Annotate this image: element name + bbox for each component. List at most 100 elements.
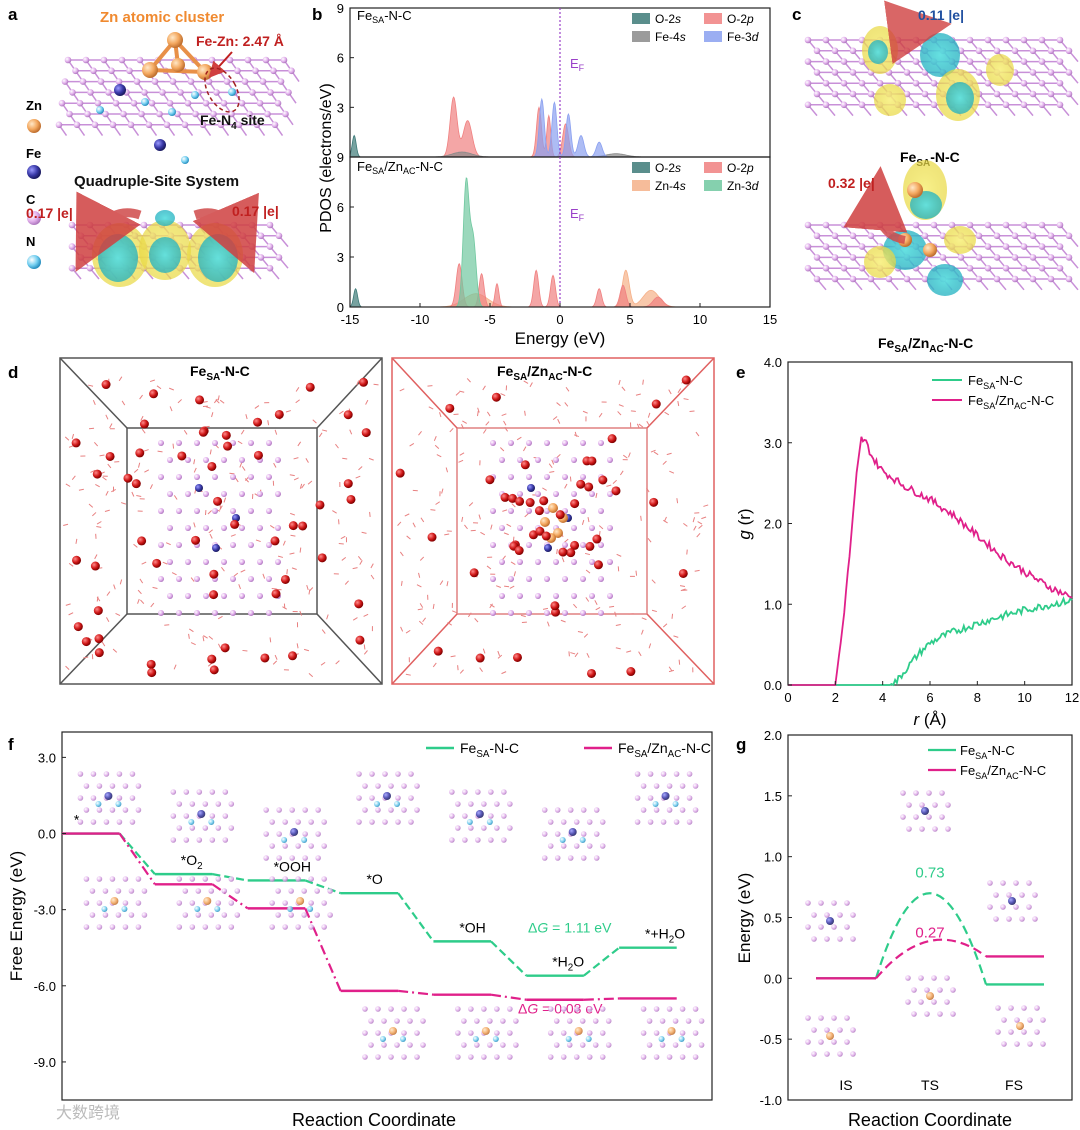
pdos-subplot-0: 3 6 9 O-2s O-2p Fe-4s Fe-3d: [337, 1, 771, 158]
fe-connector-1-4: [490, 993, 527, 1001]
md-box-right: [391, 357, 715, 685]
fermi-label-bottom: EF: [570, 206, 585, 223]
fe-ytick-1: 0.0: [38, 827, 56, 842]
free-energy-chart: 3.0 0.0 -3.0 -6.0 -9.0 * *O2 *OOH *O *OH *H2O *+H2O…: [7, 731, 713, 1130]
fe-step-label-4: *OH: [459, 919, 485, 935]
panel-e-label: e: [736, 363, 745, 382]
panel-b: b 3 6 9 O-2s O-2p Fe-4s Fe-3d 0 3 6 9 O-2s O-2p Zn-4s…: [312, 1, 777, 348]
pdos-legend-swatch-1-0: [632, 162, 650, 173]
panel-e: e 0 2 4 6 8 10 12 0.0 1.0 2.0 3.0 4.0 r (Å) g (r) FeSA…: [735, 355, 1079, 729]
pdos-ytick-1-1: 3: [337, 250, 344, 265]
barrier-structure-0: [805, 900, 856, 942]
barrier-ytick-2: 0.0: [764, 971, 782, 986]
charge-right: 0.17 |e|: [232, 203, 279, 219]
pdos-ytick-0-3: 9: [337, 1, 344, 16]
barrier-legend-label-1: FeSA/ZnAC-N-C: [960, 763, 1046, 781]
title-c-bottom: FeSA/ZnAC-N-C: [878, 335, 973, 355]
barrier-curve-1: [875, 938, 987, 980]
fe-frame: [61, 731, 713, 1101]
fe-structure-5-1: [547, 1006, 612, 1060]
pdos-xtick-3: 0: [556, 312, 563, 327]
fe-structure-0-1: [83, 876, 148, 930]
fe-step-label-3: *O: [366, 871, 382, 887]
rdf-xtick-3: 6: [926, 690, 933, 705]
fe-connector-1-3: [398, 989, 434, 996]
fe-structure-4-1: [455, 1006, 519, 1060]
rdf-chart: 0 2 4 6 8 10 12 0.0 1.0 2.0 3.0 4.0 r (Å) g (r) FeSA-N…: [735, 355, 1079, 729]
fe-legend-label-0: FeSA-N-C: [460, 740, 519, 760]
panel-b-label: b: [312, 5, 322, 24]
bond-label: Fe-Zn: 2.47 Å: [196, 33, 284, 49]
legend-fe-swatch: [27, 165, 41, 179]
watermark: 大数跨境: [56, 1103, 120, 1122]
fe-step-label-0: *: [74, 812, 80, 828]
fe-step-label-6: *+H2O: [645, 926, 685, 946]
fermi-label-top: EF: [570, 56, 585, 73]
charge-bottom-c: 0.32 |e|: [828, 175, 875, 191]
barrier-category-0: IS: [839, 1077, 852, 1093]
fe-structure-0-0: [77, 771, 142, 825]
system-title: Quadruple-Site System: [74, 173, 239, 190]
rdf-ytick-3: 3.0: [764, 436, 782, 451]
legend-zn-swatch: [27, 119, 41, 133]
md-right-title: FeSA/ZnAC-N-C: [497, 363, 592, 383]
fe-structure-4-0: [449, 789, 513, 843]
pdos-ylabel: PDOS (electrons/eV): [318, 83, 335, 232]
barrier-ytick-4: 1.0: [764, 850, 782, 865]
panel-g-label: g: [736, 735, 746, 754]
rdf-xtick-4: 8: [974, 690, 981, 705]
barrier-ylabel: Energy (eV): [735, 873, 754, 964]
pdos-xtick-2: -5: [484, 312, 496, 327]
fe-delta_green: ΔG = 1.11 eV: [528, 919, 612, 935]
rdf-ytick-2: 2.0: [764, 517, 782, 532]
fe-connector-1-2: [304, 907, 342, 992]
charge-left: 0.17 |e|: [26, 205, 73, 221]
barrier-structure-1: [900, 790, 951, 832]
panel-g: g 0.73 0.27 -1.0 -0.5 0.0 0.5 1.0 1.5 2.0 IS TS FS R…: [735, 728, 1073, 1130]
legend-c-swatch: [27, 211, 41, 225]
pdos-legend-label-1-2: Zn-4s: [655, 179, 686, 193]
pdos-bottom-title: FeSA/ZnAC-N-C: [357, 159, 443, 176]
cluster-title: Zn atomic cluster: [100, 9, 224, 26]
pdos-xtick-5: 10: [693, 312, 707, 327]
barrier-ytick-3: 0.5: [764, 911, 782, 926]
panel-f: f 3.0 0.0 -3.0 -6.0 -9.0 * *O2 *OOH *O *OH *H2O *+H…: [7, 731, 713, 1130]
panel-c-label: c: [792, 5, 801, 24]
barrier-ytick-0: -1.0: [760, 1093, 782, 1108]
fe-structure-6-1: [640, 1006, 705, 1060]
barrier-ts-label-1: 0.27: [915, 924, 944, 941]
charge-density-c-bottom: [864, 160, 976, 296]
legend-fe-label: Fe: [26, 146, 41, 161]
fe-ytick-3: -6.0: [34, 979, 56, 994]
fe-ytick-0: 3.0: [38, 750, 56, 765]
fe-step-label-5: *H2O: [552, 954, 584, 974]
fe-connector-1-5: [583, 997, 620, 1001]
rdf-legend-label-1: FeSA/ZnAC-N-C: [968, 393, 1054, 411]
zn-cluster: [142, 32, 213, 80]
rdf-legend-label-0: FeSA-N-C: [968, 373, 1023, 391]
pdos-legend-label-0-0: O-2s: [655, 12, 681, 26]
rdf-xtick-6: 12: [1065, 690, 1079, 705]
barrier-structure-3: [805, 1015, 856, 1057]
fe-connector-0-0: [118, 832, 156, 875]
charge-top-c: 0.11 |e|: [918, 7, 964, 23]
pdos-ytick-1-3: 9: [337, 150, 344, 165]
rdf-ylabel: g (r): [735, 508, 754, 539]
fe-structure-1-0: [170, 789, 235, 843]
rdf-series-0: [788, 596, 1073, 687]
rdf-series-1: [788, 436, 1073, 686]
pdos-ytick-1-0: 0: [337, 300, 344, 315]
fe-connector-0-3: [397, 892, 435, 943]
panel-d: d FeSA-N-C FeSA/ZnAC-N-C: [8, 357, 715, 685]
pdos-top-title: FeSA-N-C: [357, 8, 412, 25]
fe-connector-0-5: [583, 946, 620, 977]
barrier-legend-label-0: FeSA-N-C: [960, 743, 1015, 761]
barrier-category-1: TS: [921, 1077, 939, 1093]
panel-f-label: f: [8, 735, 14, 754]
fe-structure-5-0: [541, 807, 606, 861]
rdf-frame: [787, 361, 1073, 686]
fe-structure-3-1: [362, 1006, 426, 1060]
pdos-legend-label-1-3: Zn-3d: [727, 179, 759, 193]
barrier-xlabel: Reaction Coordinate: [848, 1110, 1012, 1130]
